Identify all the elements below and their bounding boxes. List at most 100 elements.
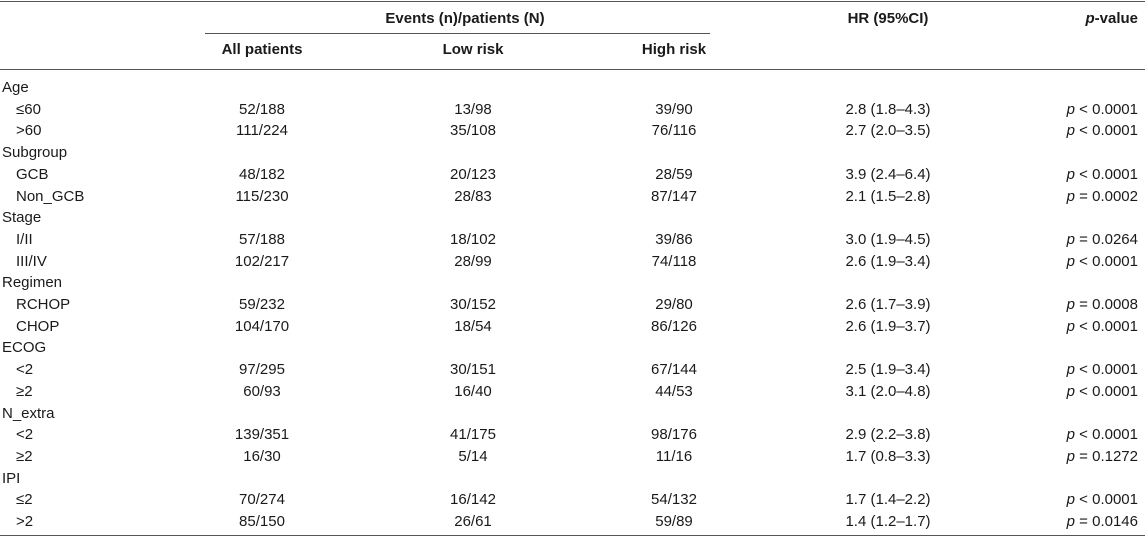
p-italic: p	[1066, 122, 1076, 140]
header-p-rest: -value	[1094, 10, 1138, 27]
cell-p-value: p < 0.0001	[1067, 424, 1138, 446]
p-value-text: < 0.0001	[1075, 426, 1138, 444]
cell-high-risk: 59/89	[655, 513, 693, 530]
cell-hr: 2.6 (1.9–3.7)	[845, 317, 931, 335]
cell-low-risk: 16/142	[450, 491, 496, 509]
cell-hr: 2.7 (2.0–3.5)	[845, 122, 931, 140]
row-label: ≤60	[16, 100, 41, 118]
cell-high-risk: 54/132	[651, 491, 697, 509]
cell-all-patients: 48/182	[239, 165, 285, 183]
cell-hr: 2.6 (1.9–3.4)	[845, 252, 931, 270]
cell-low-risk: 35/108	[450, 122, 496, 140]
cell-high-risk: 98/176	[651, 426, 697, 444]
cell-p-value: p < 0.0001	[1067, 316, 1138, 338]
cell-all-patients: 104/170	[234, 317, 290, 335]
cell-all-patients: 16/30	[243, 447, 281, 465]
cell-low-risk: 13/98	[454, 100, 492, 118]
cell-all-patients: 111/224	[236, 122, 288, 140]
header-hr: HR (95%CI)	[847, 10, 929, 27]
row-label: ≤2	[16, 491, 33, 509]
cell-high-risk: 11/16	[655, 447, 693, 465]
cell-all-patients: 70/274	[239, 491, 285, 509]
cell-p-value: p < 0.0001	[1067, 251, 1138, 273]
cell-p-value: p < 0.0001	[1067, 381, 1138, 403]
cell-all-patients: 59/232	[239, 296, 285, 313]
p-italic: p	[1066, 513, 1076, 530]
p-value-text: < 0.0001	[1075, 491, 1138, 509]
p-value-text: = 0.0146	[1075, 513, 1138, 530]
row-label: III/IV	[16, 252, 47, 270]
row-label: >60	[16, 122, 42, 140]
p-italic: p	[1066, 296, 1076, 313]
header-low-risk: Low risk	[442, 41, 504, 58]
cell-low-risk: 30/152	[450, 296, 496, 313]
cell-hr: 1.7 (0.8–3.3)	[845, 447, 931, 465]
row-label: >2	[16, 513, 34, 530]
p-italic: p	[1066, 382, 1076, 400]
group-label: Subgroup	[2, 144, 68, 162]
row-label: RCHOP	[16, 296, 71, 313]
p-italic: p	[1066, 230, 1076, 248]
cell-p-value: p = 0.0146	[1067, 511, 1138, 533]
group-label: Stage	[2, 209, 42, 227]
cell-hr: 2.8 (1.8–4.3)	[845, 100, 931, 118]
cell-high-risk: 28/59	[655, 165, 693, 183]
p-italic: p	[1066, 252, 1076, 270]
cell-high-risk: 87/147	[651, 187, 697, 205]
p-italic: p	[1066, 361, 1076, 379]
cell-all-patients: 60/93	[243, 382, 281, 400]
cell-p-value: p = 0.0008	[1067, 294, 1138, 316]
cell-high-risk: 29/80	[655, 296, 693, 313]
cell-low-risk: 28/99	[454, 252, 492, 270]
group-underline	[205, 33, 710, 34]
p-italic: p	[1066, 317, 1076, 335]
group-label: IPI	[2, 469, 21, 487]
cell-high-risk: 76/116	[651, 122, 697, 140]
cell-low-risk: 26/61	[454, 513, 492, 530]
p-value-text: < 0.0001	[1075, 165, 1138, 183]
p-value-text: = 0.1272	[1075, 447, 1138, 465]
cell-low-risk: 18/54	[454, 317, 492, 335]
cell-p-value: p < 0.0001	[1067, 489, 1138, 511]
row-label: CHOP	[16, 317, 60, 335]
cell-low-risk: 5/14	[458, 447, 488, 465]
cell-high-risk: 67/144	[651, 361, 697, 379]
cell-low-risk: 16/40	[454, 382, 492, 400]
p-italic: p	[1066, 100, 1076, 118]
p-value-text: < 0.0001	[1075, 317, 1138, 335]
cell-high-risk: 39/86	[655, 230, 693, 248]
p-value-text: < 0.0001	[1075, 382, 1138, 400]
cell-all-patients: 115/230	[235, 187, 289, 205]
header-p-value: p-value	[1085, 10, 1138, 27]
row-label: <2	[16, 426, 34, 444]
cell-low-risk: 28/83	[454, 187, 492, 205]
cell-hr: 1.4 (1.2–1.7)	[845, 513, 931, 530]
p-value-text: < 0.0001	[1075, 100, 1138, 118]
row-label: ≥2	[16, 382, 33, 400]
cell-all-patients: 52/188	[239, 100, 285, 118]
cell-p-value: p < 0.0001	[1067, 99, 1138, 121]
p-value-text: < 0.0001	[1075, 361, 1138, 379]
p-italic: p	[1066, 426, 1076, 444]
p-italic: p	[1066, 187, 1076, 205]
row-label: Non_GCB	[16, 187, 85, 205]
cell-p-value: p = 0.0002	[1067, 186, 1138, 208]
header-p-italic: p	[1085, 10, 1095, 27]
cell-p-value: p < 0.0001	[1067, 164, 1138, 186]
cell-hr: 2.6 (1.7–3.9)	[845, 296, 931, 313]
cell-p-value: p = 0.0264	[1067, 229, 1138, 251]
cell-p-value: p < 0.0001	[1067, 120, 1138, 142]
row-label: GCB	[16, 165, 49, 183]
cell-hr: 3.0 (1.9–4.5)	[845, 230, 931, 248]
group-label: ECOG	[2, 339, 47, 357]
p-value-text: < 0.0001	[1075, 122, 1138, 140]
cell-all-patients: 85/150	[239, 513, 285, 530]
cell-p-value: p < 0.0001	[1067, 359, 1138, 381]
header-rule	[0, 69, 1145, 70]
cell-all-patients: 139/351	[234, 426, 290, 444]
cell-hr: 2.1 (1.5–2.8)	[845, 187, 931, 205]
cell-low-risk: 20/123	[450, 165, 496, 183]
cell-high-risk: 39/90	[655, 100, 693, 118]
header-events-group: Events (n)/patients (N)	[385, 10, 545, 27]
